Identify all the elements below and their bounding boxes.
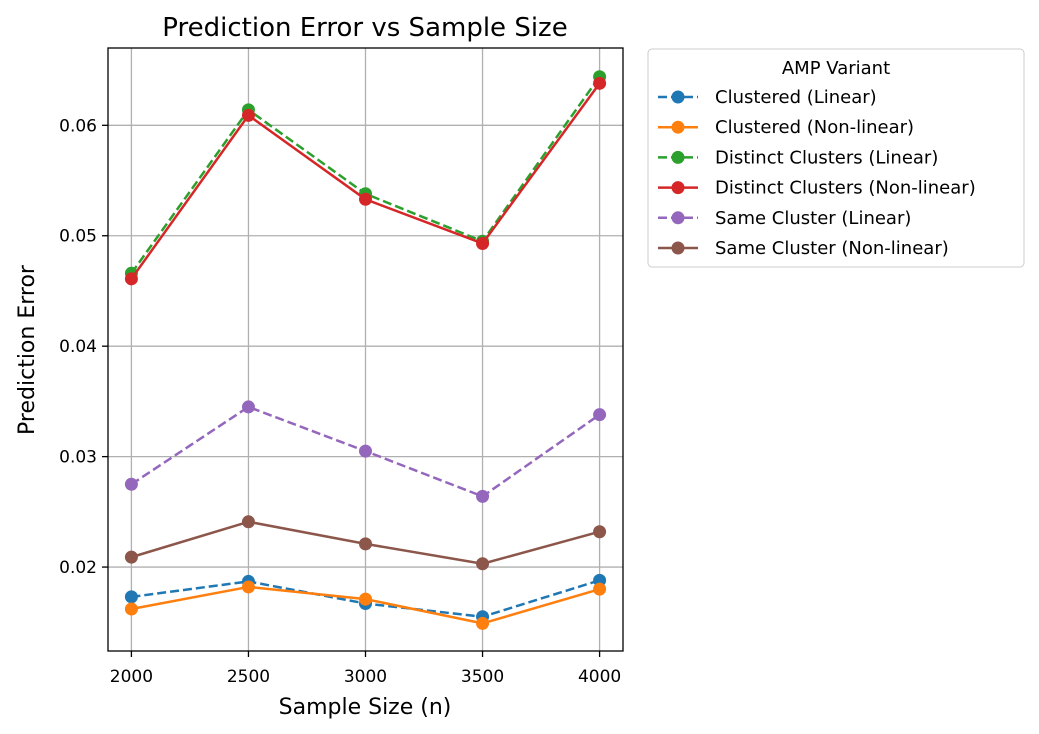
legend-label: Same Cluster (Linear)	[715, 208, 911, 229]
data-point	[359, 537, 372, 551]
legend-label: Distinct Clusters (Linear)	[715, 147, 938, 168]
legend-item: Clustered (Non-linear)	[658, 117, 914, 138]
x-axis-title: Sample Size (n)	[279, 695, 452, 720]
data-point	[124, 272, 138, 286]
legend-swatch-marker	[671, 120, 685, 134]
data-point	[593, 582, 607, 596]
legend-item: Same Cluster (Non-linear)	[658, 238, 949, 259]
data-point	[124, 550, 138, 564]
legend-label: Clustered (Non-linear)	[715, 117, 914, 138]
series-5	[124, 515, 607, 571]
series-group	[124, 70, 607, 630]
data-point	[593, 408, 607, 422]
data-point	[593, 76, 607, 90]
y-tick-label: 0.04	[59, 337, 97, 357]
series-4	[124, 400, 607, 503]
legend: AMP Variant Clustered (Linear)Clustered …	[647, 48, 1025, 268]
data-point	[359, 592, 372, 606]
data-point	[241, 580, 255, 594]
legend-frame	[647, 48, 1025, 268]
axis-ticks: 2000 2500 3000 3500 4000 0.02 0.03 0.04 0.05 0.06	[59, 116, 621, 687]
x-tick-label: 3500	[461, 667, 504, 687]
grid-lines	[108, 48, 623, 651]
legend-swatch-marker	[671, 241, 685, 255]
legend-swatch-marker	[671, 181, 685, 195]
data-point	[124, 477, 138, 491]
x-tick-label: 4000	[578, 667, 621, 687]
legend-item: Clustered (Linear)	[658, 87, 877, 108]
legend-label: Distinct Clusters (Non-linear)	[715, 178, 976, 199]
x-tick-label: 2000	[110, 667, 153, 687]
data-point	[476, 489, 490, 503]
data-point	[476, 616, 490, 630]
legend-item: Distinct Clusters (Linear)	[658, 147, 938, 168]
x-tick-label: 2500	[227, 667, 270, 687]
data-point	[359, 444, 372, 458]
legend-items: Clustered (Linear) Clustered (Non-linear)…	[658, 87, 976, 259]
data-point	[241, 400, 255, 414]
x-tick-label: 3000	[344, 667, 387, 687]
data-point	[124, 590, 138, 604]
legend-swatch-marker	[671, 90, 685, 104]
data-point	[476, 236, 490, 250]
legend-swatch-marker	[671, 150, 685, 164]
legend-item: Same Cluster (Linear)	[658, 208, 911, 229]
legend-item: Distinct Clusters (Non-linear)	[658, 178, 976, 199]
y-tick-label: 0.05	[59, 227, 97, 247]
chart-title: Prediction Error vs Sample Size	[162, 13, 567, 43]
data-point	[593, 525, 607, 539]
data-point	[359, 192, 372, 206]
y-axis-title: Prediction Error	[15, 264, 40, 435]
legend-label: Same Cluster (Non-linear)	[715, 238, 949, 259]
data-point	[476, 557, 490, 571]
y-tick-label: 0.06	[59, 116, 97, 136]
legend-swatch-marker	[671, 211, 685, 225]
series-1	[124, 580, 607, 630]
data-point	[241, 515, 255, 529]
legend-title: AMP Variant	[782, 58, 890, 79]
data-point	[241, 108, 255, 122]
y-tick-label: 0.03	[59, 448, 97, 468]
data-point	[124, 602, 138, 616]
series-3	[124, 76, 607, 286]
legend-label: Clustered (Linear)	[715, 87, 877, 108]
y-tick-label: 0.02	[59, 558, 97, 578]
